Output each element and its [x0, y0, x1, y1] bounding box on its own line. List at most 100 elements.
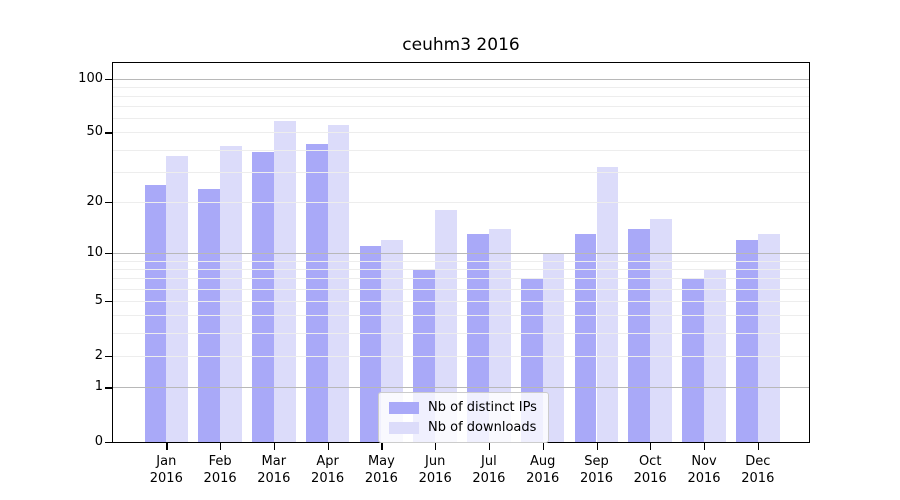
- x-tick-mark: [220, 443, 222, 450]
- bar-ips-mar-2016: [252, 151, 274, 442]
- bar-downloads-jun-2016: [435, 210, 457, 442]
- x-tick-mark: [757, 443, 760, 450]
- x-tick-label-year: 2016: [526, 471, 560, 486]
- plot-area: Nb of distinct IPs Nb of downloads: [112, 62, 810, 443]
- legend-item-downloads: Nb of downloads: [389, 419, 537, 436]
- bar-ips-oct-2016: [628, 228, 651, 442]
- x-tick-label-year: 2016: [633, 471, 667, 486]
- bar-downloads-jan-2016: [166, 155, 189, 442]
- bar-downloads-apr-2016: [327, 125, 350, 442]
- y-tick-label: 100: [78, 70, 103, 86]
- bar-ips-apr-2016: [305, 144, 328, 442]
- bar-downloads-feb-2016: [220, 145, 242, 442]
- minor-gridline: [113, 149, 809, 151]
- minor-gridline: [113, 288, 809, 290]
- major-gridline: [113, 78, 809, 80]
- y-tick-mark: [105, 442, 112, 444]
- y-tick-mark: [105, 300, 112, 303]
- bar-ips-jul-2016: [467, 234, 489, 442]
- x-tick-label-year: 2016: [149, 471, 183, 486]
- minor-gridline: [113, 260, 809, 262]
- y-tick-mark: [105, 132, 112, 134]
- x-tick-label: Mar 2016: [232, 453, 316, 487]
- x-tick-label: Oct 2016: [608, 453, 692, 487]
- legend-swatch-ips-icon: [389, 401, 419, 414]
- x-tick-label: Sep 2016: [555, 453, 639, 487]
- x-tick-label-year: 2016: [741, 471, 775, 486]
- minor-gridline: [113, 171, 809, 173]
- x-tick-label-year: 2016: [472, 471, 506, 486]
- minor-gridline: [113, 202, 809, 204]
- x-tick-label: Jul 2016: [447, 453, 531, 487]
- x-tick-label-year: 2016: [364, 471, 398, 486]
- x-tick-label-year: 2016: [579, 471, 614, 486]
- x-tick-label-year: 2016: [311, 471, 345, 486]
- x-tick-label-year: 2016: [203, 471, 237, 486]
- bar-ips-sep-2016: [574, 234, 597, 442]
- legend-label-distinct-ips: Nb of distinct IPs: [428, 400, 537, 415]
- x-tick-mark: [704, 443, 706, 450]
- bar-downloads-mar-2016: [273, 120, 296, 442]
- minor-gridline: [113, 269, 809, 270]
- major-gridline: [113, 387, 809, 389]
- x-tick-mark: [381, 443, 383, 450]
- bar-ips-may-2016: [359, 246, 382, 442]
- y-tick-mark: [105, 202, 112, 204]
- bar-ips-dec-2016: [736, 240, 758, 442]
- y-tick-label: 20: [86, 194, 103, 210]
- y-tick-mark: [105, 387, 112, 389]
- x-tick-label: Apr 2016: [286, 453, 370, 487]
- x-tick-label: Jun 2016: [393, 453, 477, 487]
- x-tick-mark: [542, 443, 544, 450]
- major-gridline: [113, 253, 809, 255]
- chart-title: ceuhm3 2016: [402, 35, 520, 55]
- x-tick-label: Feb 2016: [178, 453, 262, 487]
- x-tick-mark: [650, 443, 652, 450]
- x-tick-label: Nov 2016: [662, 453, 746, 487]
- minor-gridline: [113, 355, 809, 357]
- bar-downloads-may-2016: [381, 240, 404, 442]
- bar-downloads-oct-2016: [650, 218, 672, 442]
- y-tick-label: 5: [94, 292, 103, 308]
- legend-swatch-downloads-icon: [389, 421, 419, 434]
- x-tick-label-year: 2016: [418, 471, 452, 486]
- x-tick-mark: [596, 443, 598, 450]
- bar-ips-jan-2016: [144, 185, 167, 442]
- y-tick-label: 2: [94, 347, 103, 363]
- minor-gridline: [113, 95, 809, 97]
- minor-gridline: [113, 86, 809, 88]
- minor-gridline: [113, 300, 809, 302]
- x-tick-label: Jan 2016: [124, 453, 208, 487]
- y-tick-label: 10: [86, 245, 103, 261]
- minor-gridline: [113, 332, 809, 334]
- x-tick-mark: [166, 443, 168, 450]
- y-tick-label: 50: [86, 124, 103, 140]
- bar-downloads-jul-2016: [488, 228, 511, 442]
- minor-gridline: [113, 278, 809, 280]
- x-tick-mark: [488, 443, 491, 450]
- bar-ips-nov-2016: [682, 278, 704, 442]
- y-tick-mark: [105, 78, 112, 80]
- legend-label-downloads: Nb of downloads: [428, 420, 537, 435]
- y-tick-mark: [105, 253, 112, 255]
- x-tick-label: May 2016: [339, 453, 423, 487]
- minor-gridline: [113, 132, 809, 134]
- x-tick-label-year: 2016: [257, 471, 291, 486]
- bar-downloads-dec-2016: [757, 234, 780, 442]
- x-tick-label: Aug 2016: [501, 453, 585, 487]
- minor-gridline: [113, 106, 809, 108]
- x-tick-label: Dec 2016: [716, 453, 800, 487]
- grid-layer: [113, 63, 809, 442]
- bar-downloads-sep-2016: [596, 166, 619, 442]
- minor-gridline: [113, 118, 809, 120]
- x-tick-mark: [327, 443, 329, 450]
- x-tick-mark: [435, 443, 437, 450]
- y-tick-mark: [105, 355, 112, 357]
- x-tick-label-year: 2016: [687, 471, 721, 486]
- legend: Nb of distinct IPs Nb of downloads: [378, 392, 549, 443]
- legend-item-distinct-ips: Nb of distinct IPs: [389, 399, 537, 416]
- y-tick-label: 1: [94, 379, 103, 395]
- x-tick-mark: [273, 443, 276, 450]
- minor-gridline: [113, 315, 809, 317]
